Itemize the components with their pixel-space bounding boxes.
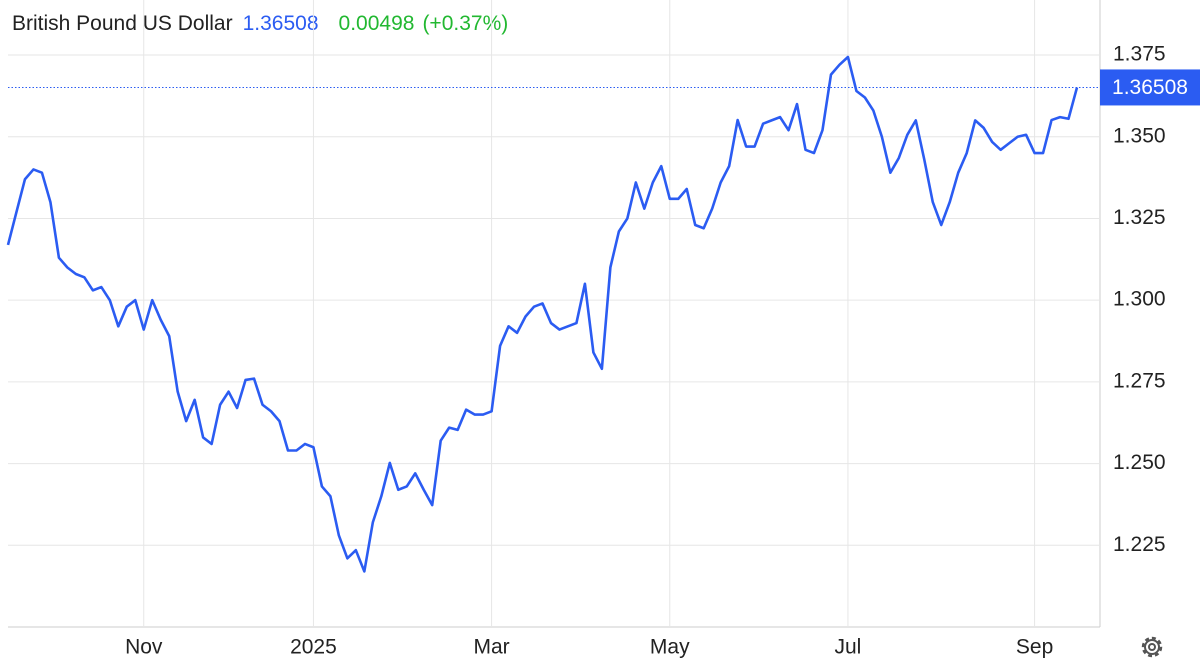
y-tick-label: 1.350 bbox=[1113, 124, 1166, 147]
x-tick-label: Mar bbox=[474, 636, 510, 659]
x-tick-label: Nov bbox=[125, 636, 163, 659]
y-tick-label: 1.250 bbox=[1113, 451, 1166, 474]
settings-icon[interactable] bbox=[1141, 636, 1163, 658]
change-pct: (+0.37%) bbox=[422, 12, 508, 35]
x-tick-label: Jul bbox=[834, 636, 861, 659]
y-tick-label: 1.325 bbox=[1113, 206, 1166, 229]
price: 1.36508 bbox=[243, 12, 319, 35]
y-tick-label: 1.225 bbox=[1113, 533, 1166, 556]
x-tick-label: 2025 bbox=[290, 636, 337, 659]
chart-header: British Pound US Dollar 1.36508 0.00498 (+0… bbox=[12, 12, 508, 35]
price-line bbox=[6, 55, 1079, 573]
y-tick-label: 1.375 bbox=[1113, 43, 1166, 66]
chart-title: British Pound US Dollar bbox=[12, 12, 233, 35]
x-tick-label: May bbox=[650, 636, 690, 659]
y-tick-label: 1.275 bbox=[1113, 369, 1166, 392]
last-price-label: 1.36508 bbox=[1112, 76, 1188, 99]
grid bbox=[8, 0, 1100, 627]
change: 0.00498 bbox=[339, 12, 415, 35]
y-tick-label: 1.300 bbox=[1113, 288, 1166, 311]
last-price-tag bbox=[1100, 69, 1200, 106]
x-tick-label: Sep bbox=[1016, 636, 1053, 659]
